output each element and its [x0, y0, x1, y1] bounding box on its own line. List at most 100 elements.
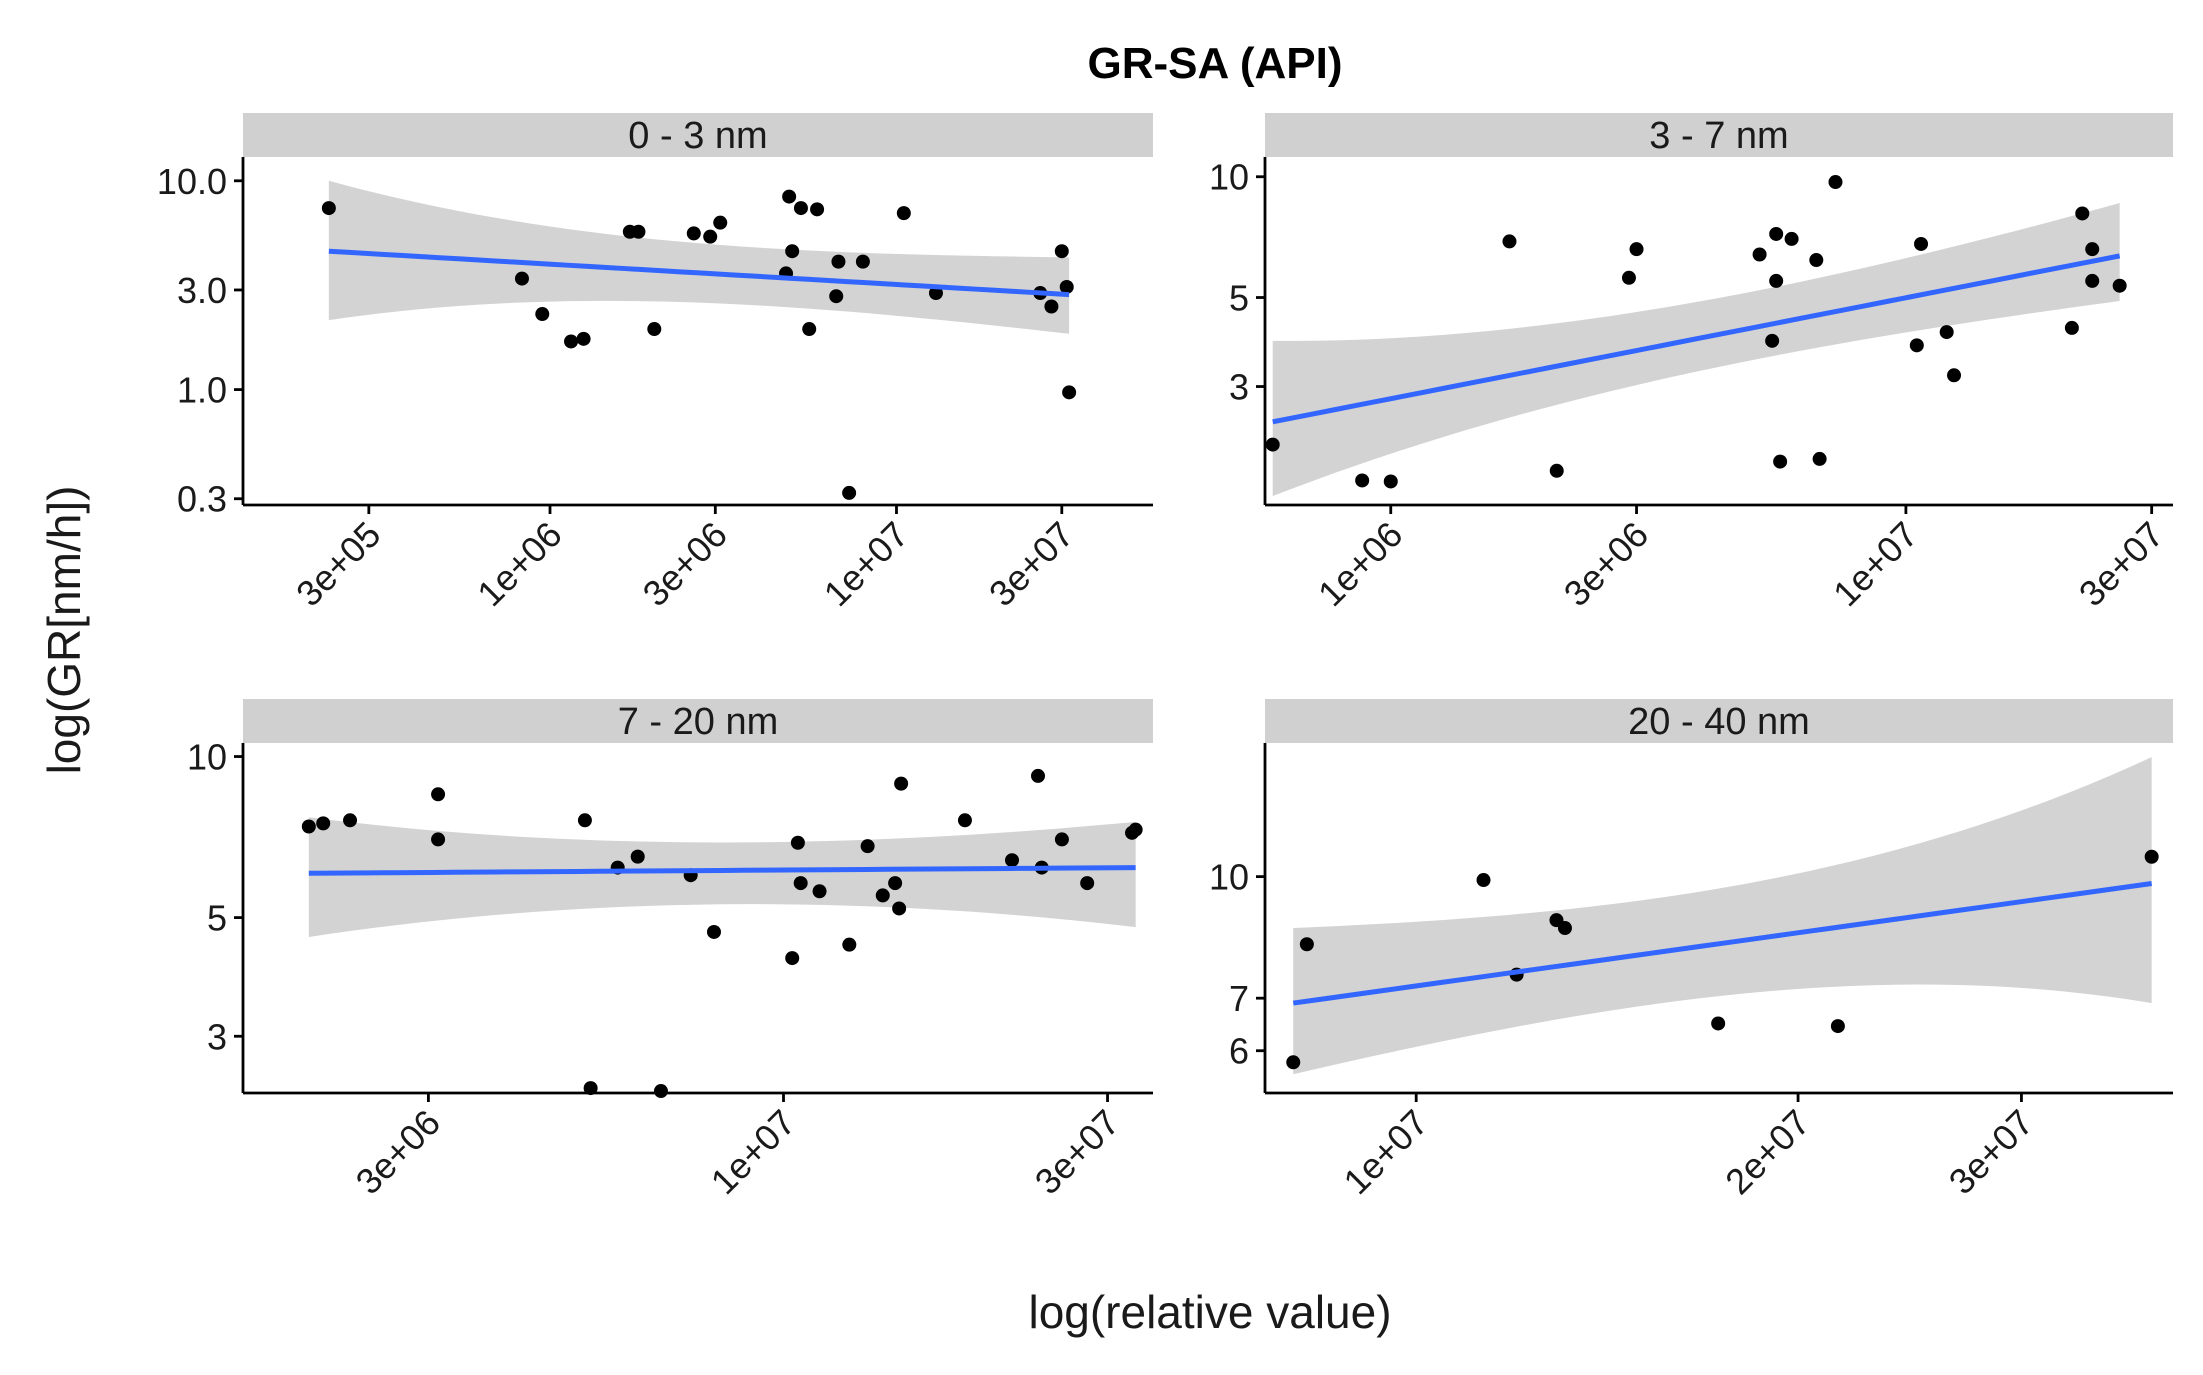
- facet-panel: 0 - 3 nm 0.3 1.0 3.0 10.0 3e+05 1e+06 3e+06 1e+0…: [157, 113, 1153, 614]
- y-tick-label: 5: [1229, 278, 1249, 319]
- y-tick-label: 1.0: [177, 370, 227, 411]
- x-tick-label: 3e+07: [2071, 514, 2171, 614]
- x-tick-label: 3e+06: [634, 514, 734, 614]
- data-point: [577, 813, 592, 828]
- data-point: [706, 924, 721, 939]
- facet-strip: [1265, 113, 2173, 157]
- data-point: [1549, 463, 1564, 478]
- data-point: [321, 201, 336, 216]
- data-point: [855, 254, 870, 269]
- data-point: [1005, 853, 1020, 868]
- data-point: [1629, 242, 1644, 257]
- data-point: [631, 224, 646, 239]
- confidence-band: [308, 817, 1136, 937]
- data-point: [564, 334, 579, 349]
- y-tick-label: 3: [207, 1016, 227, 1057]
- data-point: [535, 307, 550, 322]
- x-tick-label: 1e+07: [1335, 1102, 1435, 1202]
- data-point: [829, 289, 844, 304]
- data-point: [703, 229, 718, 244]
- data-point: [842, 937, 857, 952]
- data-point: [1711, 1016, 1726, 1031]
- chart-title: GR-SA (API): [1087, 39, 1342, 88]
- confidence-band: [1272, 203, 2120, 497]
- data-point: [1059, 279, 1074, 294]
- data-point: [1031, 768, 1046, 783]
- confidence-band: [328, 180, 1070, 334]
- data-point: [630, 849, 645, 864]
- data-point: [928, 286, 943, 301]
- x-tick-label: 3e+06: [348, 1102, 448, 1202]
- y-axis-title: log(GR[nm/h]): [38, 486, 90, 775]
- facet-strip: [243, 113, 1153, 157]
- facet-panel: 3 - 7 nm 3 5 10 1e+06 3e+06 1e+07 3e+07: [1209, 113, 2173, 614]
- confidence-band: [1293, 757, 2152, 1075]
- y-tick-label: 10.0: [157, 161, 227, 202]
- data-point: [1939, 325, 1954, 340]
- data-point: [812, 884, 827, 899]
- data-point: [2075, 206, 2090, 221]
- data-point: [888, 876, 903, 891]
- data-point: [2085, 242, 2100, 257]
- data-point: [793, 201, 808, 216]
- data-point: [1769, 226, 1784, 241]
- data-point: [782, 189, 797, 204]
- data-point: [431, 787, 446, 802]
- regression-line: [1272, 253, 2121, 425]
- data-point: [793, 876, 808, 891]
- data-point: [1286, 1055, 1301, 1070]
- x-tick-label: 1e+06: [1310, 514, 1410, 614]
- y-tick-label: 10: [187, 737, 227, 778]
- x-tick-label: 1e+07: [816, 514, 916, 614]
- x-tick-label: 3e+07: [1941, 1102, 2041, 1202]
- data-point: [842, 485, 857, 500]
- data-point: [790, 835, 805, 850]
- facet-panel: 7 - 20 nm 3 5 10 3e+06 1e+07 3e+07: [187, 699, 1153, 1202]
- data-point: [1809, 253, 1824, 268]
- y-tick-label: 7: [1229, 978, 1249, 1019]
- data-point: [802, 322, 817, 337]
- data-point: [892, 901, 907, 916]
- data-point: [2144, 849, 2159, 864]
- data-point: [647, 322, 662, 337]
- x-tick-label: 3e+05: [288, 514, 388, 614]
- x-tick-label: 3e+06: [1556, 514, 1656, 614]
- data-point: [343, 813, 358, 828]
- data-point: [860, 839, 875, 854]
- facet-strip-label: 20 - 40 nm: [1628, 701, 1810, 743]
- data-point: [1557, 921, 1572, 936]
- data-point: [1769, 273, 1784, 288]
- x-tick-label: 3e+07: [1027, 1102, 1127, 1202]
- x-tick-label: 3e+07: [981, 514, 1081, 614]
- data-point: [1752, 247, 1767, 262]
- data-point: [1947, 368, 1962, 383]
- data-point: [1054, 832, 1069, 847]
- data-point: [576, 331, 591, 346]
- data-point: [1355, 473, 1370, 488]
- y-tick-label: 0.3: [177, 479, 227, 520]
- data-point: [896, 206, 911, 221]
- data-point: [785, 244, 800, 259]
- data-point: [875, 888, 890, 903]
- x-tick-label: 1e+06: [469, 514, 569, 614]
- data-point: [1128, 822, 1143, 837]
- x-tick-label: 2e+07: [1717, 1102, 1817, 1202]
- data-point: [2085, 273, 2100, 288]
- data-point: [1909, 338, 1924, 353]
- facet-panels: 0 - 3 nm 0.3 1.0 3.0 10.0 3e+05 1e+06 3e+06 1e+0…: [157, 113, 2173, 1202]
- x-tick-label: 1e+07: [703, 1102, 803, 1202]
- data-point: [301, 819, 316, 834]
- data-point: [1476, 873, 1491, 888]
- data-point: [713, 215, 728, 230]
- facet-strip: [243, 699, 1153, 743]
- data-point: [1914, 236, 1929, 251]
- x-tick-label: 1e+07: [1825, 514, 1925, 614]
- data-point: [316, 816, 331, 831]
- data-point: [653, 1084, 668, 1099]
- y-tick-label: 6: [1229, 1031, 1249, 1072]
- x-axis-title: log(relative value): [1028, 1286, 1391, 1338]
- data-point: [1765, 333, 1780, 348]
- data-point: [1784, 231, 1799, 246]
- data-point: [1830, 1019, 1845, 1034]
